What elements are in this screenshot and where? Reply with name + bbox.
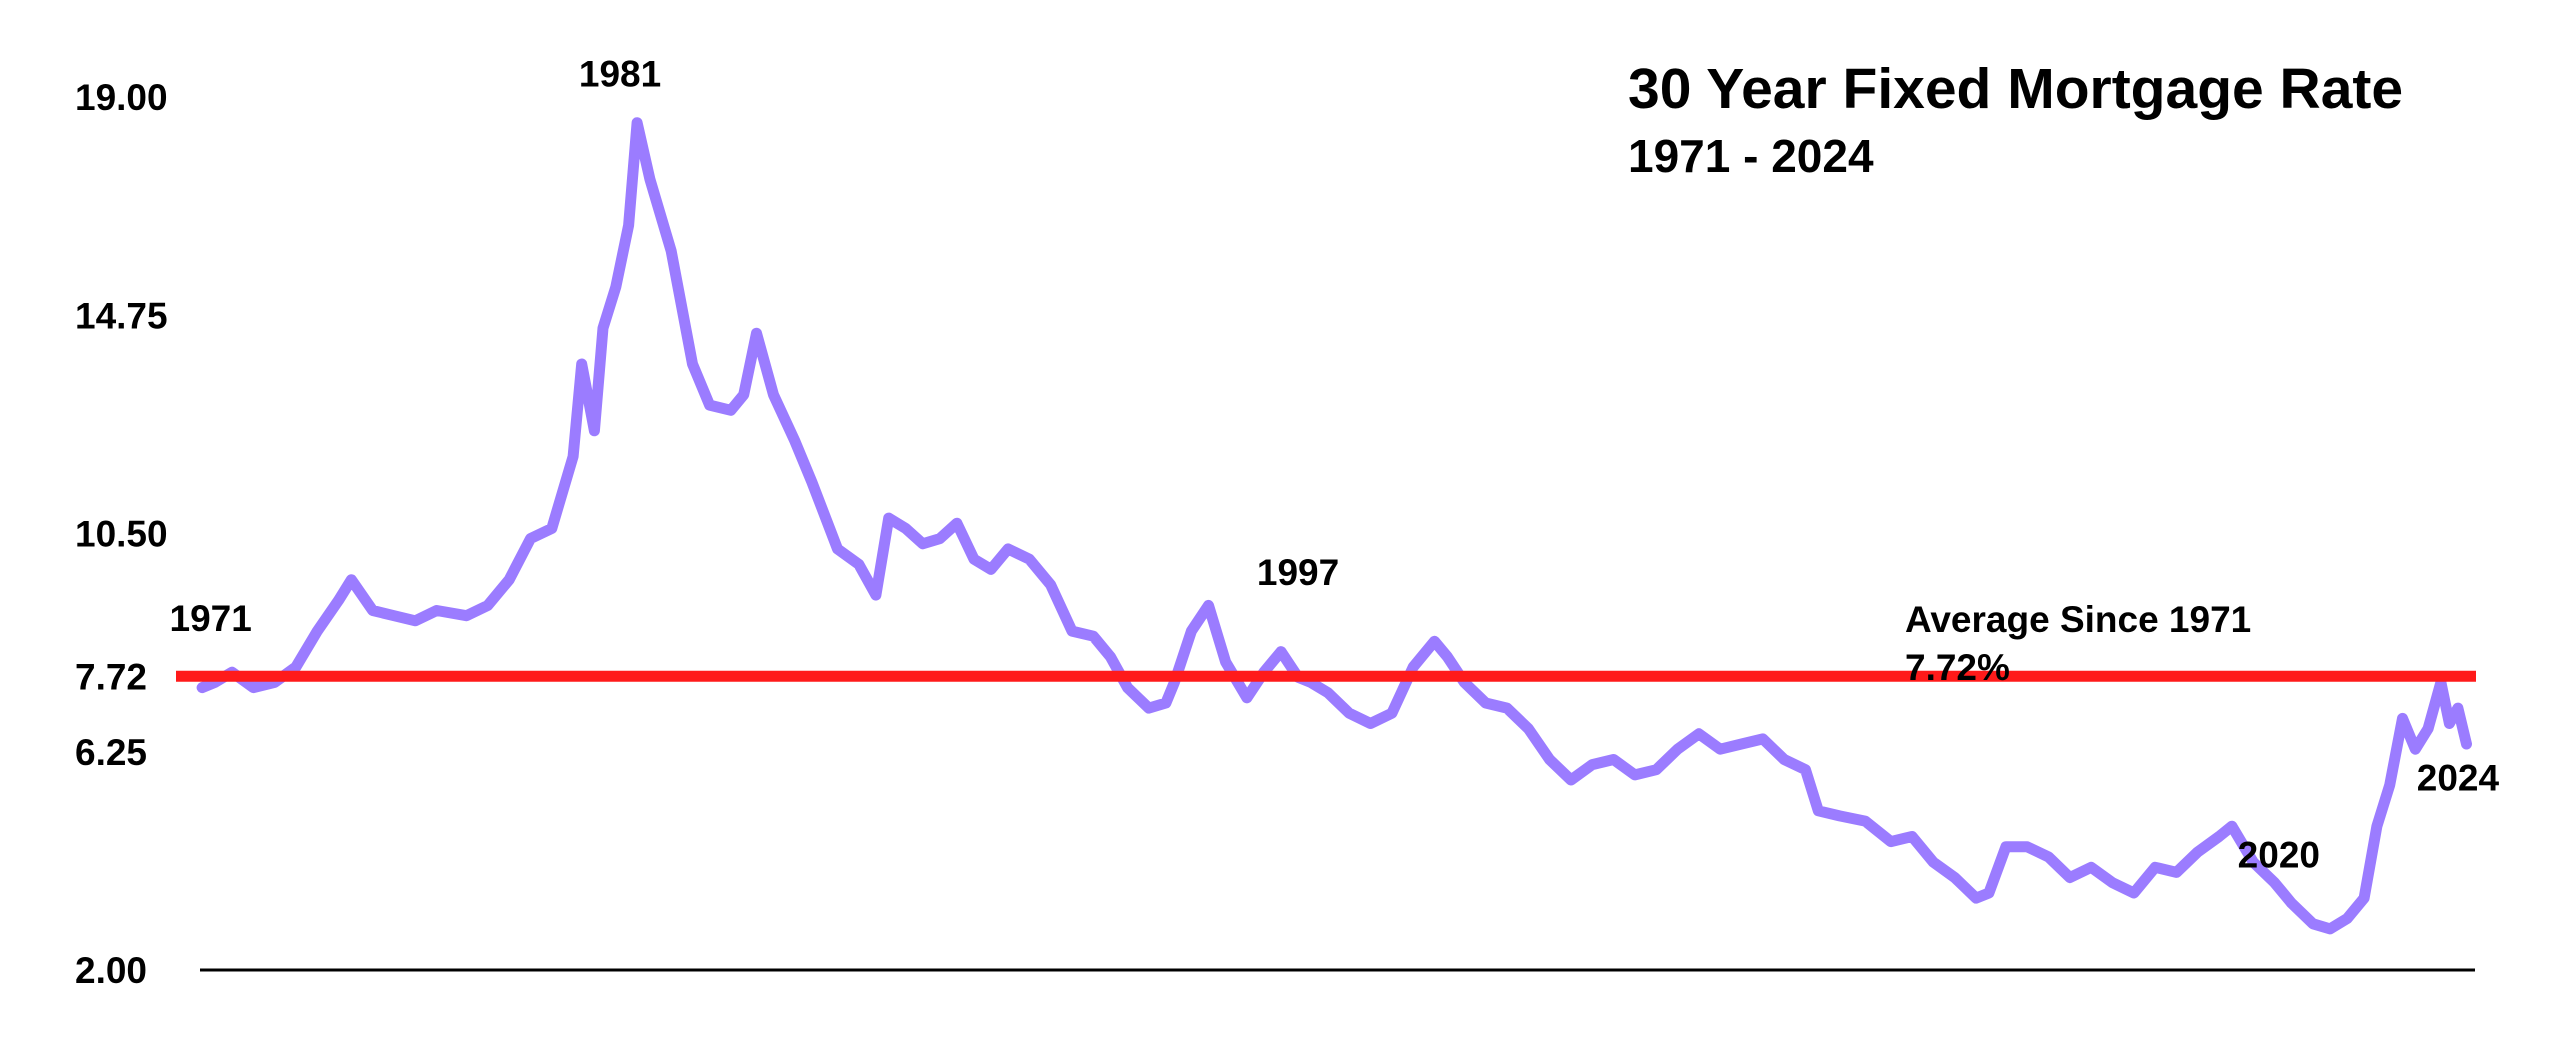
series-layer [196,117,2472,935]
y-axis-ticks: 19.00 14.75 10.50 7.72 6.25 2.00 [75,77,168,991]
y-tick-label: 6.25 [75,732,147,773]
y-tick-label: 7.72 [75,656,147,697]
year-annotations: 1971 1981 1997 2020 2024 [170,54,2500,876]
rate-series-line [196,117,2472,935]
average-label: Average Since 1971 [1905,599,2251,640]
y-tick-label: 19.00 [75,77,168,118]
year-annotation: 2024 [2417,757,2500,798]
year-annotation: 1971 [170,598,252,639]
year-annotation: 2020 [2238,834,2320,875]
y-tick-label: 10.50 [75,514,168,555]
y-tick-label: 2.00 [75,950,147,991]
y-tick-label: 14.75 [75,295,168,336]
year-annotation: 1981 [579,54,661,95]
year-annotation: 1997 [1257,552,1339,593]
chart-title: 30 Year Fixed Mortgage Rate [1628,57,2403,121]
chart-subtitle: 1971 - 2024 [1628,130,1874,182]
average-value-label: 7.72% [1905,647,2010,688]
